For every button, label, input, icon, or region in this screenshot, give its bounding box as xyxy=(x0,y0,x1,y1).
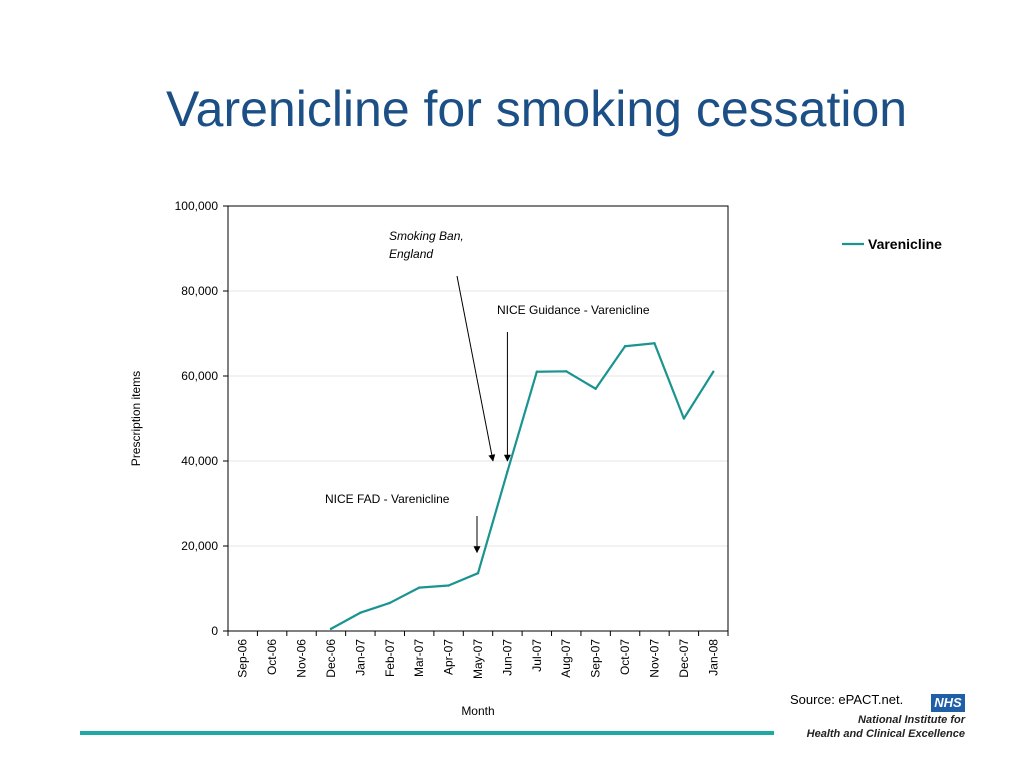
x-tick-label: Oct-06 xyxy=(265,639,279,675)
data-point xyxy=(417,586,421,589)
x-tick-label: Mar-07 xyxy=(412,639,426,677)
data-point xyxy=(565,370,568,373)
x-tick-label: Aug-07 xyxy=(559,639,573,678)
annotation-smoking-ban-text: Smoking Ban, xyxy=(389,229,464,243)
x-tick-label: Dec-06 xyxy=(324,639,338,678)
data-point xyxy=(682,417,686,420)
x-tick-label: Apr-07 xyxy=(442,639,456,675)
slide-title: Varenicline for smoking cessation xyxy=(166,81,908,137)
org-name-line2: Health and Clinical Excellence xyxy=(806,728,965,740)
source-text: Source: ePACT.net. xyxy=(790,692,904,707)
data-point xyxy=(653,342,656,345)
x-axis-title: Month xyxy=(461,704,494,718)
nhs-logo: NHS xyxy=(931,694,965,712)
legend-label: Varenicline xyxy=(868,236,942,252)
annotation-smoking-ban-arrow xyxy=(456,275,496,462)
data-point xyxy=(623,345,627,348)
y-axis-title: Prescription items xyxy=(129,371,143,466)
x-tick-label: Oct-07 xyxy=(618,639,632,675)
annotation-smoking-ban-text: England xyxy=(389,247,433,261)
data-point xyxy=(594,387,597,390)
y-tick-label: 60,000 xyxy=(181,369,218,383)
x-tick-label: Jul-07 xyxy=(530,639,544,672)
y-tick-label: 20,000 xyxy=(181,539,218,553)
x-tick-label: Sep-07 xyxy=(589,639,603,678)
x-tick-label: May-07 xyxy=(471,639,485,679)
x-tick-label: Dec-07 xyxy=(677,639,691,678)
x-tick-label: Sep-06 xyxy=(236,639,250,678)
x-tick-label: Jan-08 xyxy=(706,639,720,676)
data-point xyxy=(712,370,715,373)
data-point xyxy=(535,370,539,373)
footer-rule xyxy=(80,731,774,735)
data-point xyxy=(447,584,450,587)
x-tick-label: Feb-07 xyxy=(383,639,397,677)
x-tick-label: Jan-07 xyxy=(353,639,367,676)
data-point xyxy=(506,470,509,473)
x-tick-label: Jun-07 xyxy=(500,639,514,676)
data-point xyxy=(329,627,333,631)
annotation-nice-fad-text: NICE FAD - Varenicline xyxy=(325,492,450,506)
y-tick-label: 80,000 xyxy=(181,284,218,298)
x-tick-label: Nov-06 xyxy=(295,639,309,678)
data-point xyxy=(388,601,391,605)
series-line xyxy=(330,342,715,630)
plot-frame xyxy=(227,205,729,632)
y-tick-label: 40,000 xyxy=(181,454,218,468)
data-point xyxy=(359,611,362,614)
x-tick-label: Nov-07 xyxy=(647,639,661,678)
annotation-nice-guidance-text: NICE Guidance - Varenicline xyxy=(497,303,650,317)
data-point xyxy=(476,572,480,575)
y-tick-label: 0 xyxy=(211,624,218,638)
org-name-line1: National Institute for xyxy=(858,714,965,726)
y-tick-label: 100,000 xyxy=(175,199,219,213)
